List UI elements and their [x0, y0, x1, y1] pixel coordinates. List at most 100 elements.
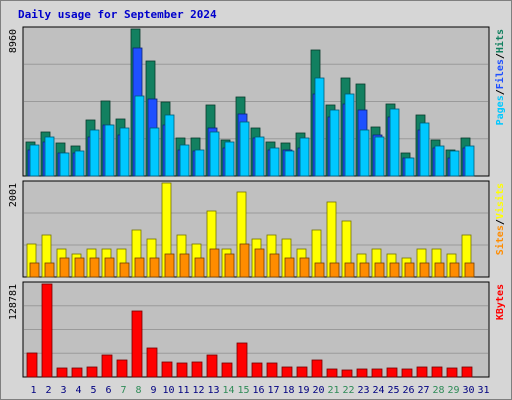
- bar-pages: [374, 136, 385, 177]
- tick-label-day: 2: [45, 385, 51, 396]
- tick-label-day: 3: [60, 385, 66, 396]
- bar-pages: [464, 145, 475, 177]
- bar-pages: [419, 122, 430, 177]
- bar-kbytes: [461, 366, 473, 378]
- bar-pages: [29, 144, 40, 177]
- legend-files: Files: [494, 59, 506, 89]
- bar-kbytes: [356, 368, 368, 378]
- bar-sites: [329, 262, 340, 278]
- tick-label-day: 31: [477, 385, 489, 396]
- legend-pages: Pages: [495, 95, 506, 125]
- legend-label: Sites/Visits: [494, 183, 506, 255]
- tick-label-day: 11: [177, 385, 189, 396]
- bar-kbytes: [371, 368, 383, 378]
- bar-kbytes: [131, 310, 143, 378]
- tick-label-day: 20: [312, 385, 324, 396]
- bar-sites: [134, 257, 145, 278]
- bar-kbytes: [401, 368, 413, 378]
- tick-label-day: 23: [357, 385, 369, 396]
- bar-sites: [419, 262, 430, 278]
- bar-sites: [359, 262, 370, 278]
- bar-kbytes: [446, 367, 458, 378]
- bar-pages: [449, 150, 460, 177]
- legend-visits: Visits: [494, 183, 506, 219]
- bar-kbytes: [221, 362, 233, 378]
- tick-label-day: 1: [30, 385, 36, 396]
- bar-pages: [104, 124, 115, 177]
- bar-sites: [314, 262, 325, 278]
- legend-separator: /: [495, 89, 506, 95]
- tick-label-day: 15: [237, 385, 249, 396]
- bar-sites: [209, 248, 220, 278]
- legend-hits: Hits: [494, 29, 506, 53]
- bar-kbytes: [251, 362, 263, 378]
- bar-sites: [269, 253, 280, 278]
- bar-pages: [209, 131, 220, 177]
- tick-label-day: 4: [75, 385, 81, 396]
- bar-pages: [314, 77, 325, 177]
- bar-kbytes: [146, 347, 158, 378]
- legend-label: KBytes: [495, 284, 506, 320]
- tick-label-day: 12: [192, 385, 204, 396]
- bar-pages: [59, 152, 70, 177]
- chart-title: Daily usage for September 2024: [18, 8, 217, 21]
- legend-kbytes: KBytes: [495, 284, 506, 320]
- ymax-label: 8960: [8, 29, 19, 53]
- bar-pages: [344, 93, 355, 177]
- bar-sites: [179, 253, 190, 278]
- bar-kbytes: [71, 367, 83, 378]
- legend-sites: Sites: [494, 225, 506, 255]
- bar-sites: [344, 262, 355, 278]
- bar-sites: [149, 257, 160, 278]
- bar-sites: [44, 262, 55, 278]
- bar-sites: [164, 253, 175, 278]
- bar-sites: [224, 253, 235, 278]
- tick-label-day: 14: [222, 385, 234, 396]
- tick-label-day: 5: [90, 385, 96, 396]
- tick-label-day: 8: [135, 385, 141, 396]
- tick-label-day: 7: [120, 385, 126, 396]
- bar-pages: [44, 136, 55, 177]
- bar-pages: [299, 137, 310, 177]
- bar-sites: [194, 257, 205, 278]
- tick-label-day: 17: [267, 385, 279, 396]
- bar-kbytes: [236, 342, 248, 378]
- tick-label-day: 27: [417, 385, 429, 396]
- tick-label-day: 10: [162, 385, 174, 396]
- tick-label-day: 30: [462, 385, 474, 396]
- bar-sites: [74, 257, 85, 278]
- bar-sites: [59, 257, 70, 278]
- bar-pages: [329, 109, 340, 177]
- bar-pages: [404, 157, 415, 177]
- bar-kbytes: [26, 352, 38, 378]
- legend-separator: /: [495, 219, 506, 225]
- bar-pages: [239, 121, 250, 177]
- bar-sites: [119, 262, 130, 278]
- bar-pages: [359, 129, 370, 177]
- bar-kbytes: [341, 369, 353, 378]
- bar-pages: [254, 136, 265, 177]
- bar-sites: [374, 262, 385, 278]
- bar-sites: [254, 248, 265, 278]
- bar-kbytes: [86, 366, 98, 378]
- tick-label-day: 18: [282, 385, 294, 396]
- bar-sites: [404, 262, 415, 278]
- bar-pages: [164, 114, 175, 177]
- tick-label-day: 24: [372, 385, 384, 396]
- bar-pages: [89, 129, 100, 177]
- ymax-label: 128781: [8, 284, 19, 320]
- legend-separator: /: [495, 53, 506, 59]
- bar-kbytes: [431, 366, 443, 378]
- bar-kbytes: [266, 362, 278, 378]
- ymax-label: 2001: [8, 183, 19, 207]
- bar-pages: [434, 145, 445, 177]
- bar-sites: [389, 262, 400, 278]
- bar-pages: [194, 149, 205, 177]
- bar-kbytes: [116, 359, 128, 378]
- bar-kbytes: [296, 366, 308, 378]
- bar-pages: [134, 95, 145, 177]
- tick-label-day: 29: [447, 385, 459, 396]
- tick-label-day: 16: [252, 385, 264, 396]
- bar-kbytes: [56, 367, 68, 378]
